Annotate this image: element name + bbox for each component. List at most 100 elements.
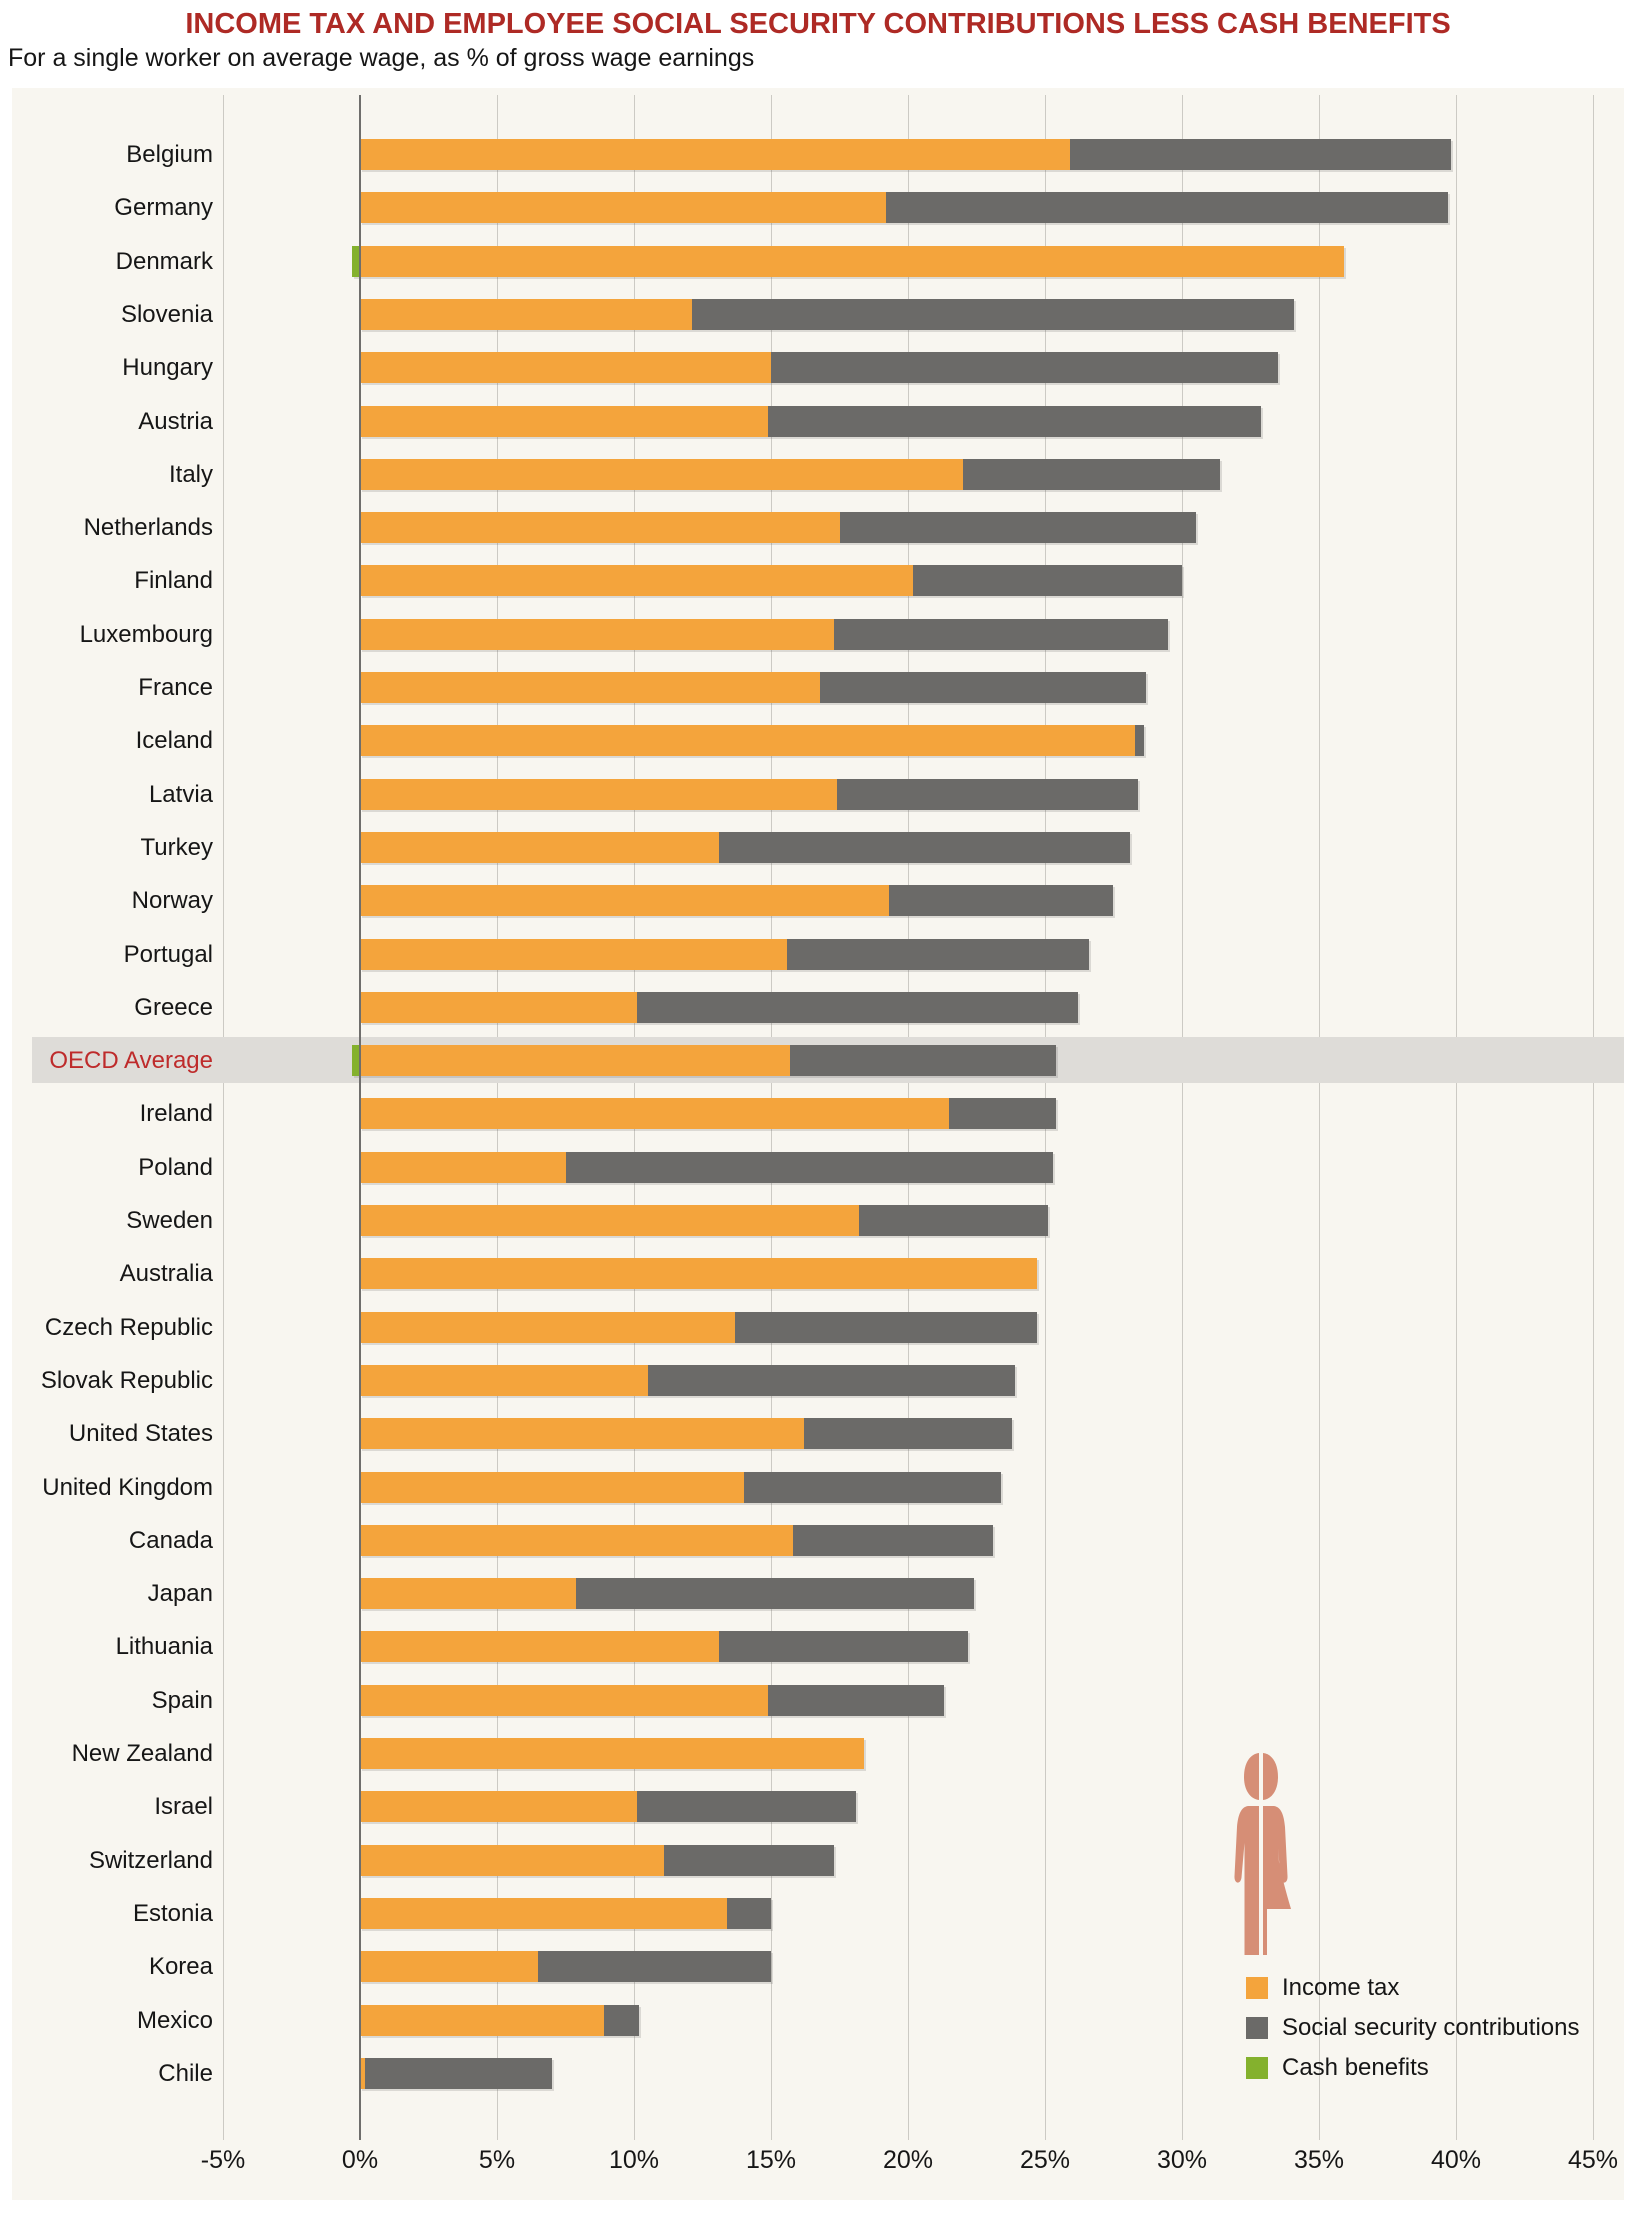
- social-security-segment: [839, 512, 1196, 544]
- social-security-segment: [962, 458, 1221, 490]
- gridline: [1182, 95, 1183, 2140]
- country-label: Belgium: [126, 141, 213, 168]
- country-label: Norway: [131, 887, 213, 915]
- country-label: Lithuania: [115, 1633, 213, 1661]
- country-label: Germany: [114, 194, 213, 222]
- social-security-segment: [365, 2057, 552, 2089]
- zero-axis-line: [359, 95, 361, 2140]
- axis-tick-label: 40%: [1430, 2146, 1482, 2174]
- income-tax-segment: [360, 1738, 865, 1769]
- social-security-segment: [792, 1524, 993, 1556]
- country-label: Poland: [138, 1153, 213, 1181]
- social-security-segment: [820, 672, 1147, 703]
- income-tax-segment: [360, 885, 889, 917]
- income-tax-segment: [360, 1897, 728, 1929]
- income-tax-segment: [360, 1418, 804, 1450]
- country-label: Switzerland: [88, 1846, 213, 1874]
- social-security-segment: [735, 1311, 1037, 1343]
- country-label: Latvia: [148, 780, 213, 808]
- income-tax-segment: [360, 512, 840, 544]
- country-label: Slovak Republic: [40, 1366, 213, 1394]
- income-tax-segment: [360, 1631, 719, 1663]
- income-tax-segment: [360, 1471, 744, 1503]
- axis-tick-label: 15%: [745, 2146, 797, 2174]
- social-security-segment: [718, 1631, 969, 1663]
- social-security-segment: [1135, 725, 1144, 757]
- income-tax-segment: [360, 938, 788, 970]
- country-label: New Zealand: [71, 1740, 213, 1767]
- income-tax-segment: [360, 1311, 736, 1343]
- social-security-segment: [768, 405, 1262, 437]
- income-tax-segment: [360, 1098, 950, 1130]
- income-tax-segment: [360, 991, 637, 1023]
- country-label: Finland: [134, 567, 213, 595]
- social-security-segment: [538, 1951, 771, 1983]
- income-tax-segment: [360, 1791, 637, 1823]
- country-label: Ireland: [139, 1100, 213, 1128]
- country-label: Turkey: [140, 833, 213, 861]
- country-label: Netherlands: [83, 514, 213, 542]
- axis-tick-label: -5%: [200, 2146, 246, 2174]
- income-tax-segment: [360, 458, 963, 490]
- income-tax-segment: [360, 1258, 1037, 1290]
- income-tax-segment: [360, 1364, 648, 1396]
- country-label: Australia: [119, 1260, 213, 1288]
- income-tax-segment: [360, 1045, 791, 1077]
- income-tax-segment: [360, 1684, 769, 1716]
- social-security-segment: [603, 2004, 640, 2036]
- country-label: Chile: [158, 2059, 213, 2087]
- social-security-segment: [647, 1364, 1015, 1396]
- country-label: Spain: [151, 1686, 213, 1714]
- social-security-segment: [787, 938, 1089, 970]
- social-security-segment: [636, 1791, 856, 1823]
- cash-benefits-segment: [351, 245, 360, 277]
- income-tax-segment: [360, 352, 771, 384]
- country-label: Austria: [138, 407, 213, 435]
- income-tax-segment: [360, 1578, 577, 1610]
- income-tax-segment: [360, 778, 837, 810]
- social-security-segment: [771, 352, 1278, 384]
- gridline: [1456, 95, 1457, 2140]
- social-security-segment: [858, 1205, 1048, 1236]
- axis-tick-label: 45%: [1567, 2146, 1619, 2174]
- social-security-segment: [636, 991, 1078, 1023]
- country-label: Korea: [148, 1953, 213, 1981]
- legend-label: Social security contributions: [1282, 2014, 1580, 2041]
- income-tax-segment: [360, 725, 1136, 757]
- income-tax-segment: [360, 405, 769, 437]
- gridline: [1593, 95, 1594, 2140]
- income-tax-segment: [360, 1951, 539, 1983]
- country-label: Canada: [128, 1526, 213, 1554]
- social-security-segment: [768, 1684, 944, 1716]
- social-security-segment: [576, 1578, 974, 1610]
- social-security-segment: [743, 1471, 1002, 1503]
- axis-tick-label: 25%: [1019, 2146, 1071, 2174]
- country-label: Portugal: [123, 940, 213, 968]
- income-tax-segment: [360, 565, 914, 597]
- person-icon: [1234, 1753, 1291, 1955]
- legend-label: Income tax: [1282, 1974, 1400, 2001]
- country-label: United Kingdom: [42, 1473, 213, 1501]
- country-label: Sweden: [126, 1207, 213, 1234]
- social-security-segment: [913, 565, 1182, 597]
- axis-tick-label: 35%: [1293, 2146, 1345, 2174]
- social-security-segment: [718, 831, 1130, 863]
- income-tax-segment: [360, 1205, 859, 1236]
- social-security-segment: [834, 618, 1169, 650]
- country-label: Denmark: [115, 247, 213, 275]
- plot-area: Belgium Germany Denmark Slovenia Hungary Aust…: [12, 88, 1624, 2200]
- country-label: Czech Republic: [44, 1313, 213, 1341]
- country-label: OECD Average: [49, 1047, 213, 1075]
- country-label: Mexico: [136, 2006, 213, 2034]
- gridline: [223, 95, 224, 2140]
- gridline: [1319, 95, 1320, 2140]
- country-label: Israel: [154, 1793, 213, 1821]
- chart-subtitle: For a single worker on average wage, as …: [8, 44, 755, 72]
- income-tax-segment: [360, 1151, 566, 1183]
- social-security-segment: [727, 1897, 771, 1929]
- income-tax-segment: [360, 672, 821, 703]
- cash_benefits-legend-swatch: [1246, 2057, 1268, 2079]
- income-tax-segment: [360, 245, 1344, 277]
- income_tax-legend-swatch: [1246, 1977, 1268, 1999]
